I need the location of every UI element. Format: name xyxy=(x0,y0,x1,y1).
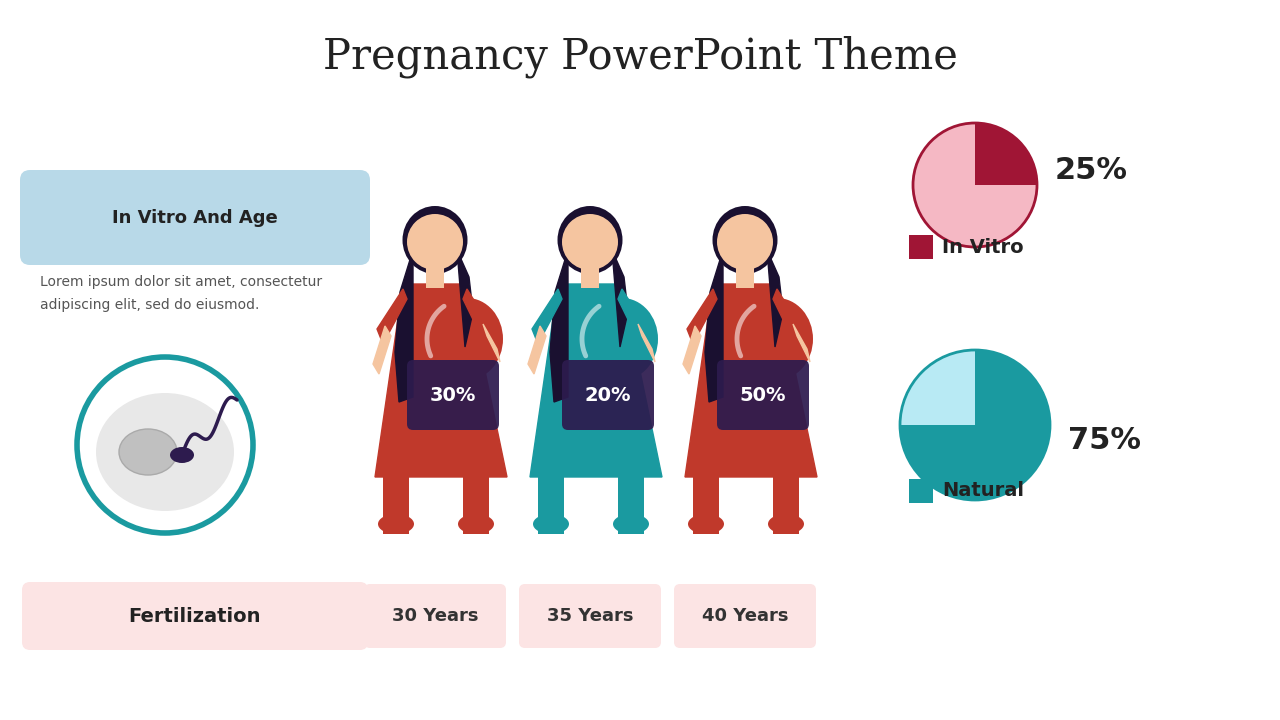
Polygon shape xyxy=(767,250,783,347)
Wedge shape xyxy=(975,123,1037,185)
Polygon shape xyxy=(375,284,507,477)
FancyBboxPatch shape xyxy=(717,360,809,430)
Text: Natural: Natural xyxy=(942,482,1024,500)
Polygon shape xyxy=(463,289,490,340)
Circle shape xyxy=(717,214,773,270)
Text: 30 Years: 30 Years xyxy=(392,607,479,625)
Polygon shape xyxy=(794,324,810,362)
Ellipse shape xyxy=(532,514,570,534)
Bar xyxy=(773,477,799,534)
Bar xyxy=(692,477,719,534)
Text: 35 Years: 35 Years xyxy=(547,607,634,625)
Ellipse shape xyxy=(431,298,503,380)
Polygon shape xyxy=(532,289,562,344)
FancyBboxPatch shape xyxy=(364,584,506,648)
Text: 40 Years: 40 Years xyxy=(701,607,788,625)
Ellipse shape xyxy=(613,514,649,534)
Bar xyxy=(736,266,754,288)
Ellipse shape xyxy=(170,447,195,463)
Text: 30%: 30% xyxy=(430,385,476,405)
Ellipse shape xyxy=(713,206,777,274)
FancyBboxPatch shape xyxy=(675,584,817,648)
Text: 75%: 75% xyxy=(1068,426,1140,454)
Polygon shape xyxy=(684,326,701,374)
Polygon shape xyxy=(530,284,662,477)
Text: 50%: 50% xyxy=(740,385,786,405)
Ellipse shape xyxy=(402,206,467,274)
Ellipse shape xyxy=(96,393,234,511)
FancyBboxPatch shape xyxy=(518,584,660,648)
Bar xyxy=(426,266,444,288)
Wedge shape xyxy=(900,350,1050,500)
Ellipse shape xyxy=(689,514,724,534)
Polygon shape xyxy=(612,250,628,347)
Polygon shape xyxy=(378,289,407,344)
Polygon shape xyxy=(372,326,390,374)
Circle shape xyxy=(562,214,618,270)
Bar xyxy=(618,477,644,534)
Polygon shape xyxy=(550,250,568,402)
Text: Fertilization: Fertilization xyxy=(129,606,261,626)
Text: Lorem ipsum dolor sit amet, consectetur
adipiscing elit, sed do eiusmod.: Lorem ipsum dolor sit amet, consectetur … xyxy=(40,275,323,312)
Text: In Vitro: In Vitro xyxy=(942,238,1024,256)
Polygon shape xyxy=(396,250,413,402)
Circle shape xyxy=(900,350,1050,500)
Ellipse shape xyxy=(586,298,658,380)
FancyBboxPatch shape xyxy=(909,235,933,259)
Text: 20%: 20% xyxy=(585,385,631,405)
Ellipse shape xyxy=(768,514,804,534)
Polygon shape xyxy=(483,324,500,362)
Polygon shape xyxy=(705,250,723,402)
Ellipse shape xyxy=(741,298,813,380)
Circle shape xyxy=(407,214,463,270)
Ellipse shape xyxy=(119,429,177,475)
FancyBboxPatch shape xyxy=(20,170,370,265)
Ellipse shape xyxy=(558,206,622,274)
Polygon shape xyxy=(685,284,817,477)
Bar xyxy=(383,477,410,534)
Text: 25%: 25% xyxy=(1055,156,1128,184)
Polygon shape xyxy=(457,250,474,347)
Polygon shape xyxy=(687,289,717,344)
Polygon shape xyxy=(637,324,655,362)
Polygon shape xyxy=(529,326,547,374)
Text: In Vitro And Age: In Vitro And Age xyxy=(113,209,278,227)
Bar xyxy=(463,477,489,534)
Ellipse shape xyxy=(378,514,413,534)
FancyBboxPatch shape xyxy=(562,360,654,430)
FancyBboxPatch shape xyxy=(407,360,499,430)
Polygon shape xyxy=(773,289,800,340)
Polygon shape xyxy=(618,289,645,340)
Text: Pregnancy PowerPoint Theme: Pregnancy PowerPoint Theme xyxy=(323,35,957,78)
FancyBboxPatch shape xyxy=(909,479,933,503)
Bar xyxy=(538,477,564,534)
Bar xyxy=(581,266,599,288)
Ellipse shape xyxy=(458,514,494,534)
Circle shape xyxy=(913,123,1037,247)
FancyBboxPatch shape xyxy=(22,582,369,650)
